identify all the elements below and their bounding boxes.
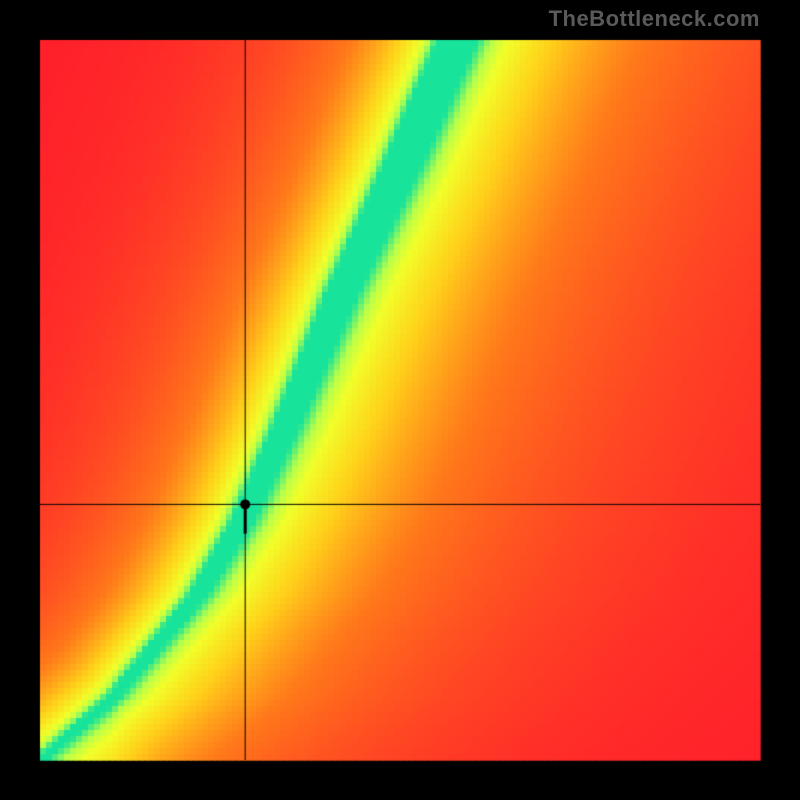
watermark-label: TheBottleneck.com: [549, 6, 760, 32]
heatmap-canvas: [0, 0, 800, 800]
chart-root: TheBottleneck.com: [0, 0, 800, 800]
